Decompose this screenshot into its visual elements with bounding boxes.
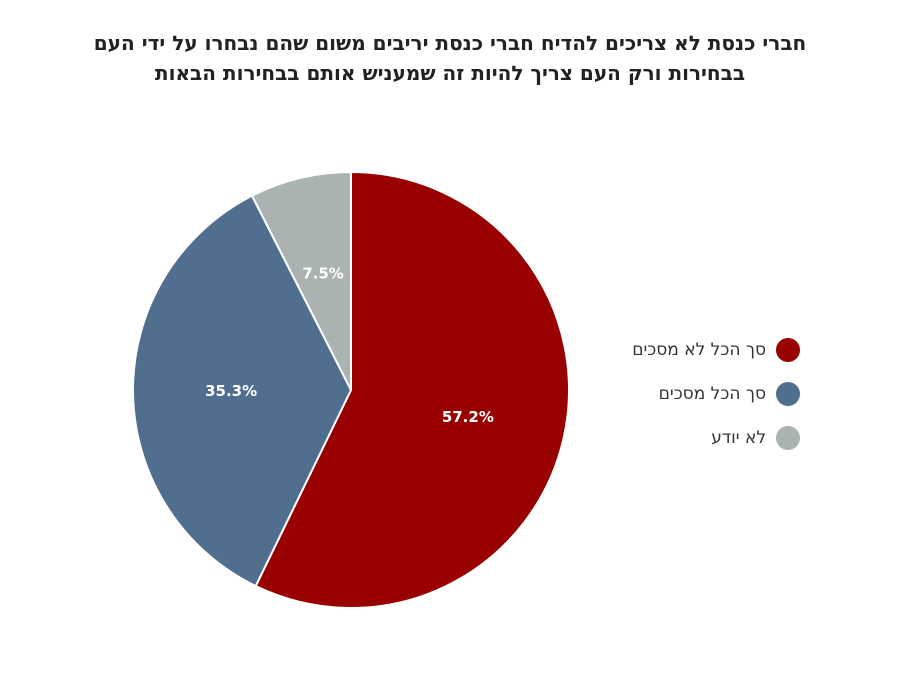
legend-label: סך הכל מסכים [658,384,766,404]
pie-label-disagree: 57.2% [442,408,494,426]
pie-label-agree: 35.3% [205,382,257,400]
legend-item-disagree: סך הכל לא מסכים [632,328,800,372]
legend-label: סך הכל לא מסכים [632,340,766,360]
pie-slice-dont-know [250,170,352,391]
legend-item-agree: סך הכל מסכים [632,372,800,416]
chart-legend: סך הכל לא מסכים סך הכל מסכים לא יודע [632,328,800,460]
chart-title-line-2: בבחירות ורק העם צריך להיות זה שמעניש אות… [154,61,746,85]
legend-item-dont-know: לא יודע [632,416,800,460]
pie-label-dont-know: 7.5% [302,264,344,282]
pie-slice-disagree [254,170,571,609]
chart-title-line-1: חברי כנסת לא צריכים להדיח חברי כנסת יריב… [93,31,807,55]
chart-title: חברי כנסת לא צריכים להדיח חברי כנסת יריב… [40,28,860,88]
legend-swatch [776,382,800,406]
legend-label: לא יודע [711,428,766,448]
legend-swatch [776,426,800,450]
legend-swatch [776,338,800,362]
pie-slice-agree [132,194,353,588]
